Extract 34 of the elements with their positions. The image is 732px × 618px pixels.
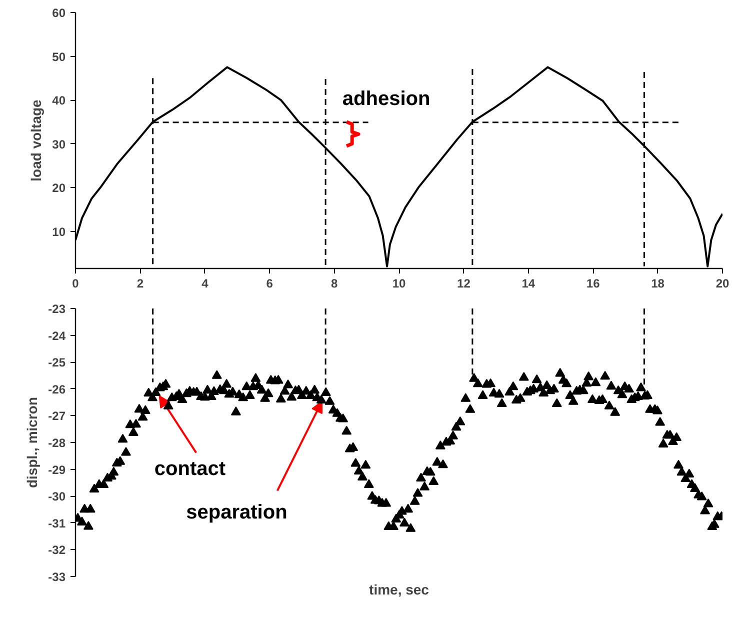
y-tick-label: -31 [48,516,66,530]
x-tick-label: 8 [330,276,338,290]
x-tick-label: 18 [651,276,665,290]
y-tick-label: -30 [48,490,66,504]
y-axis-title: displ., micron [24,396,40,488]
x-tick-label: 12 [457,276,471,290]
annotation: contact [154,458,226,480]
y-tick-label: 30 [52,137,66,152]
y-tick-label: -33 [48,570,66,584]
x-tick-label: 6 [266,276,274,290]
y-tick-label: 50 [52,50,66,64]
y-tick-label: 40 [52,94,66,108]
y-tick-label: -25 [48,356,66,370]
x-axis-title: time, sec [369,582,430,598]
y-tick-label: -23 [48,302,66,316]
y-tick-label: -32 [48,543,66,558]
y-axis-title: load voltage [28,99,44,182]
y-tick-label: -28 [48,436,66,450]
y-tick-label: -26 [48,382,66,396]
y-tick-label: 20 [52,181,66,196]
y-tick-label: 10 [52,224,66,239]
x-tick-label: 2 [136,276,144,290]
y-tick-label: 60 [52,6,66,20]
x-tick-label: 4 [202,276,209,290]
x-tick-label: 10 [392,276,406,290]
annotation: separation [186,502,288,524]
x-tick-label: 0 [72,276,80,290]
y-tick-label: -24 [48,328,66,343]
x-tick-label: 16 [586,276,600,290]
x-tick-label: 14 [522,276,536,290]
y-tick-label: -29 [48,462,66,477]
y-tick-label: -27 [48,409,66,424]
annotation: adhesion [342,88,430,110]
x-tick-label: 20 [716,276,730,290]
